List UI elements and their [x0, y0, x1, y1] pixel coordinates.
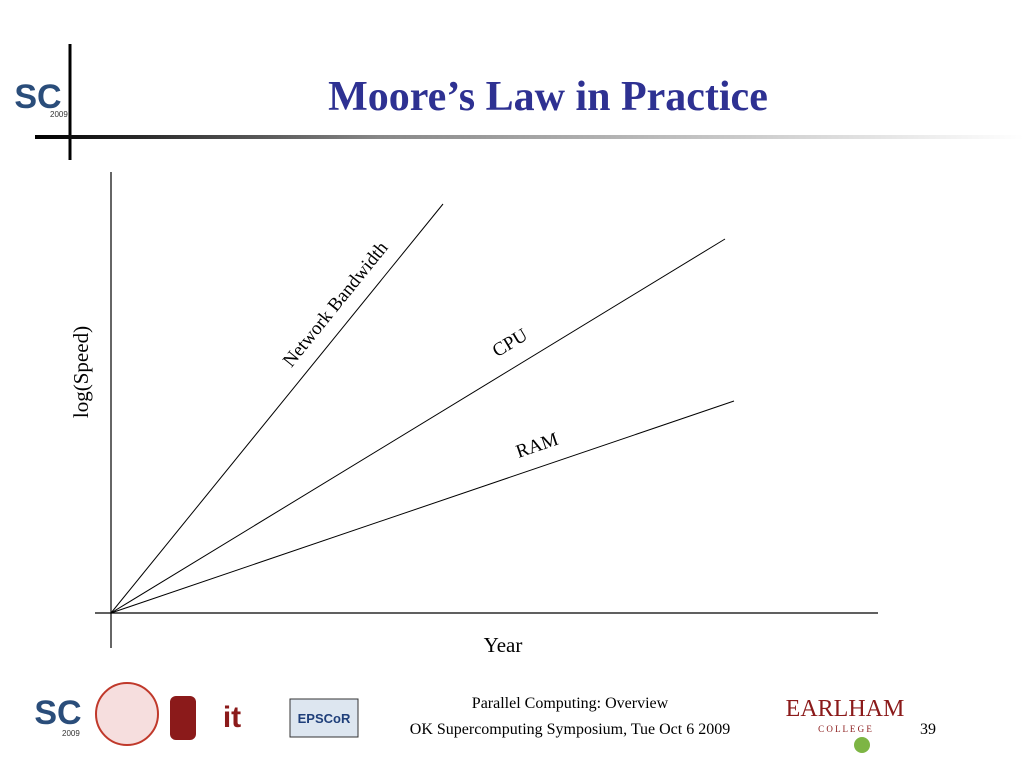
ou-logo	[170, 696, 196, 740]
trend-line	[110, 203, 444, 614]
it-logo: it	[223, 701, 241, 734]
logo-year: 2009	[50, 110, 68, 119]
gpn-logo	[854, 737, 870, 753]
footer-logos: SC 2009 it EPSCoR EARLHAM C O L L E G E	[34, 682, 905, 753]
slide-title: Moore’s Law in Practice	[328, 74, 768, 120]
epscor-logo-box	[289, 698, 359, 738]
footer-line: Parallel Computing: Overview	[472, 695, 669, 712]
y-axis-label: log(Speed)	[69, 326, 93, 418]
trend-line	[110, 400, 735, 614]
logo-year: 2009	[62, 729, 80, 738]
footer-line: OK Supercomputing Symposium, Tue Oct 6 2…	[410, 721, 730, 738]
logo-text: SC	[14, 78, 61, 116]
page-number: 39	[920, 721, 936, 738]
earlham-logo: EARLHAM	[786, 696, 905, 722]
logo-text: SC	[34, 694, 81, 732]
epscor-logo: EPSCoR	[298, 711, 351, 726]
earlham-college: C O L L E G E	[818, 724, 872, 734]
trend-line	[110, 238, 726, 614]
oscer-logo	[95, 682, 159, 746]
x-axis-label: Year	[484, 633, 523, 657]
header-rule	[35, 135, 1024, 139]
sc-logo: SC 2009	[14, 78, 68, 119]
